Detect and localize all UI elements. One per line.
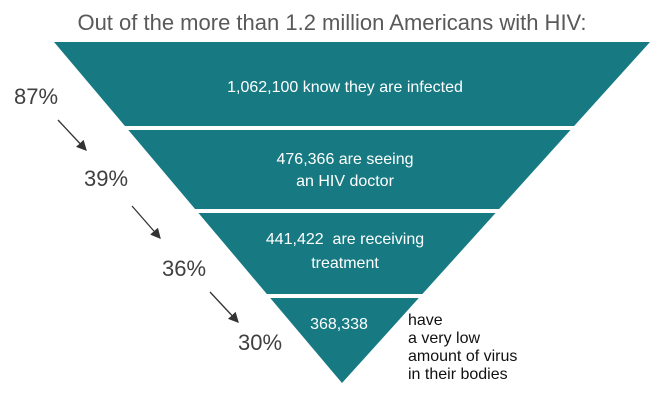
funnel-band-4-label: 368,338 bbox=[310, 316, 368, 333]
stage-2-percent: 39% bbox=[84, 166, 129, 191]
step-arrow-1 bbox=[57, 119, 87, 151]
funnel-band-1-label: 1,062,100 know they are infected bbox=[227, 79, 463, 96]
stage-4-note-line: in their bodies bbox=[408, 366, 508, 383]
stage-3-percent: 36% bbox=[162, 256, 207, 281]
funnel-band-3 bbox=[198, 213, 496, 294]
stage-4-note-line: have bbox=[408, 312, 443, 329]
stage-4-note: have a very low amount of virus in their… bbox=[408, 312, 517, 384]
stage-1-percent: 87% bbox=[14, 84, 59, 109]
funnel-band-2-label: an HIV doctor bbox=[296, 173, 395, 190]
stage-4-note-line: a very low bbox=[408, 330, 481, 347]
funnel-band-3-label: treatment bbox=[311, 255, 379, 272]
stage-4-percent: 30% bbox=[238, 330, 283, 355]
funnel-band-2-label: 476,366 are seeing bbox=[277, 151, 414, 168]
step-arrow-2 bbox=[131, 205, 161, 239]
funnel-band-2 bbox=[128, 130, 571, 209]
diagram-title: Out of the more than 1.2 million America… bbox=[77, 10, 587, 35]
step-arrow-3 bbox=[209, 291, 239, 323]
funnel-band-1 bbox=[54, 42, 650, 126]
stage-4-note-line: amount of virus bbox=[408, 348, 518, 365]
funnel-band-4 bbox=[270, 298, 419, 383]
funnel-band-3-label: 441,422 are receiving bbox=[266, 231, 424, 248]
